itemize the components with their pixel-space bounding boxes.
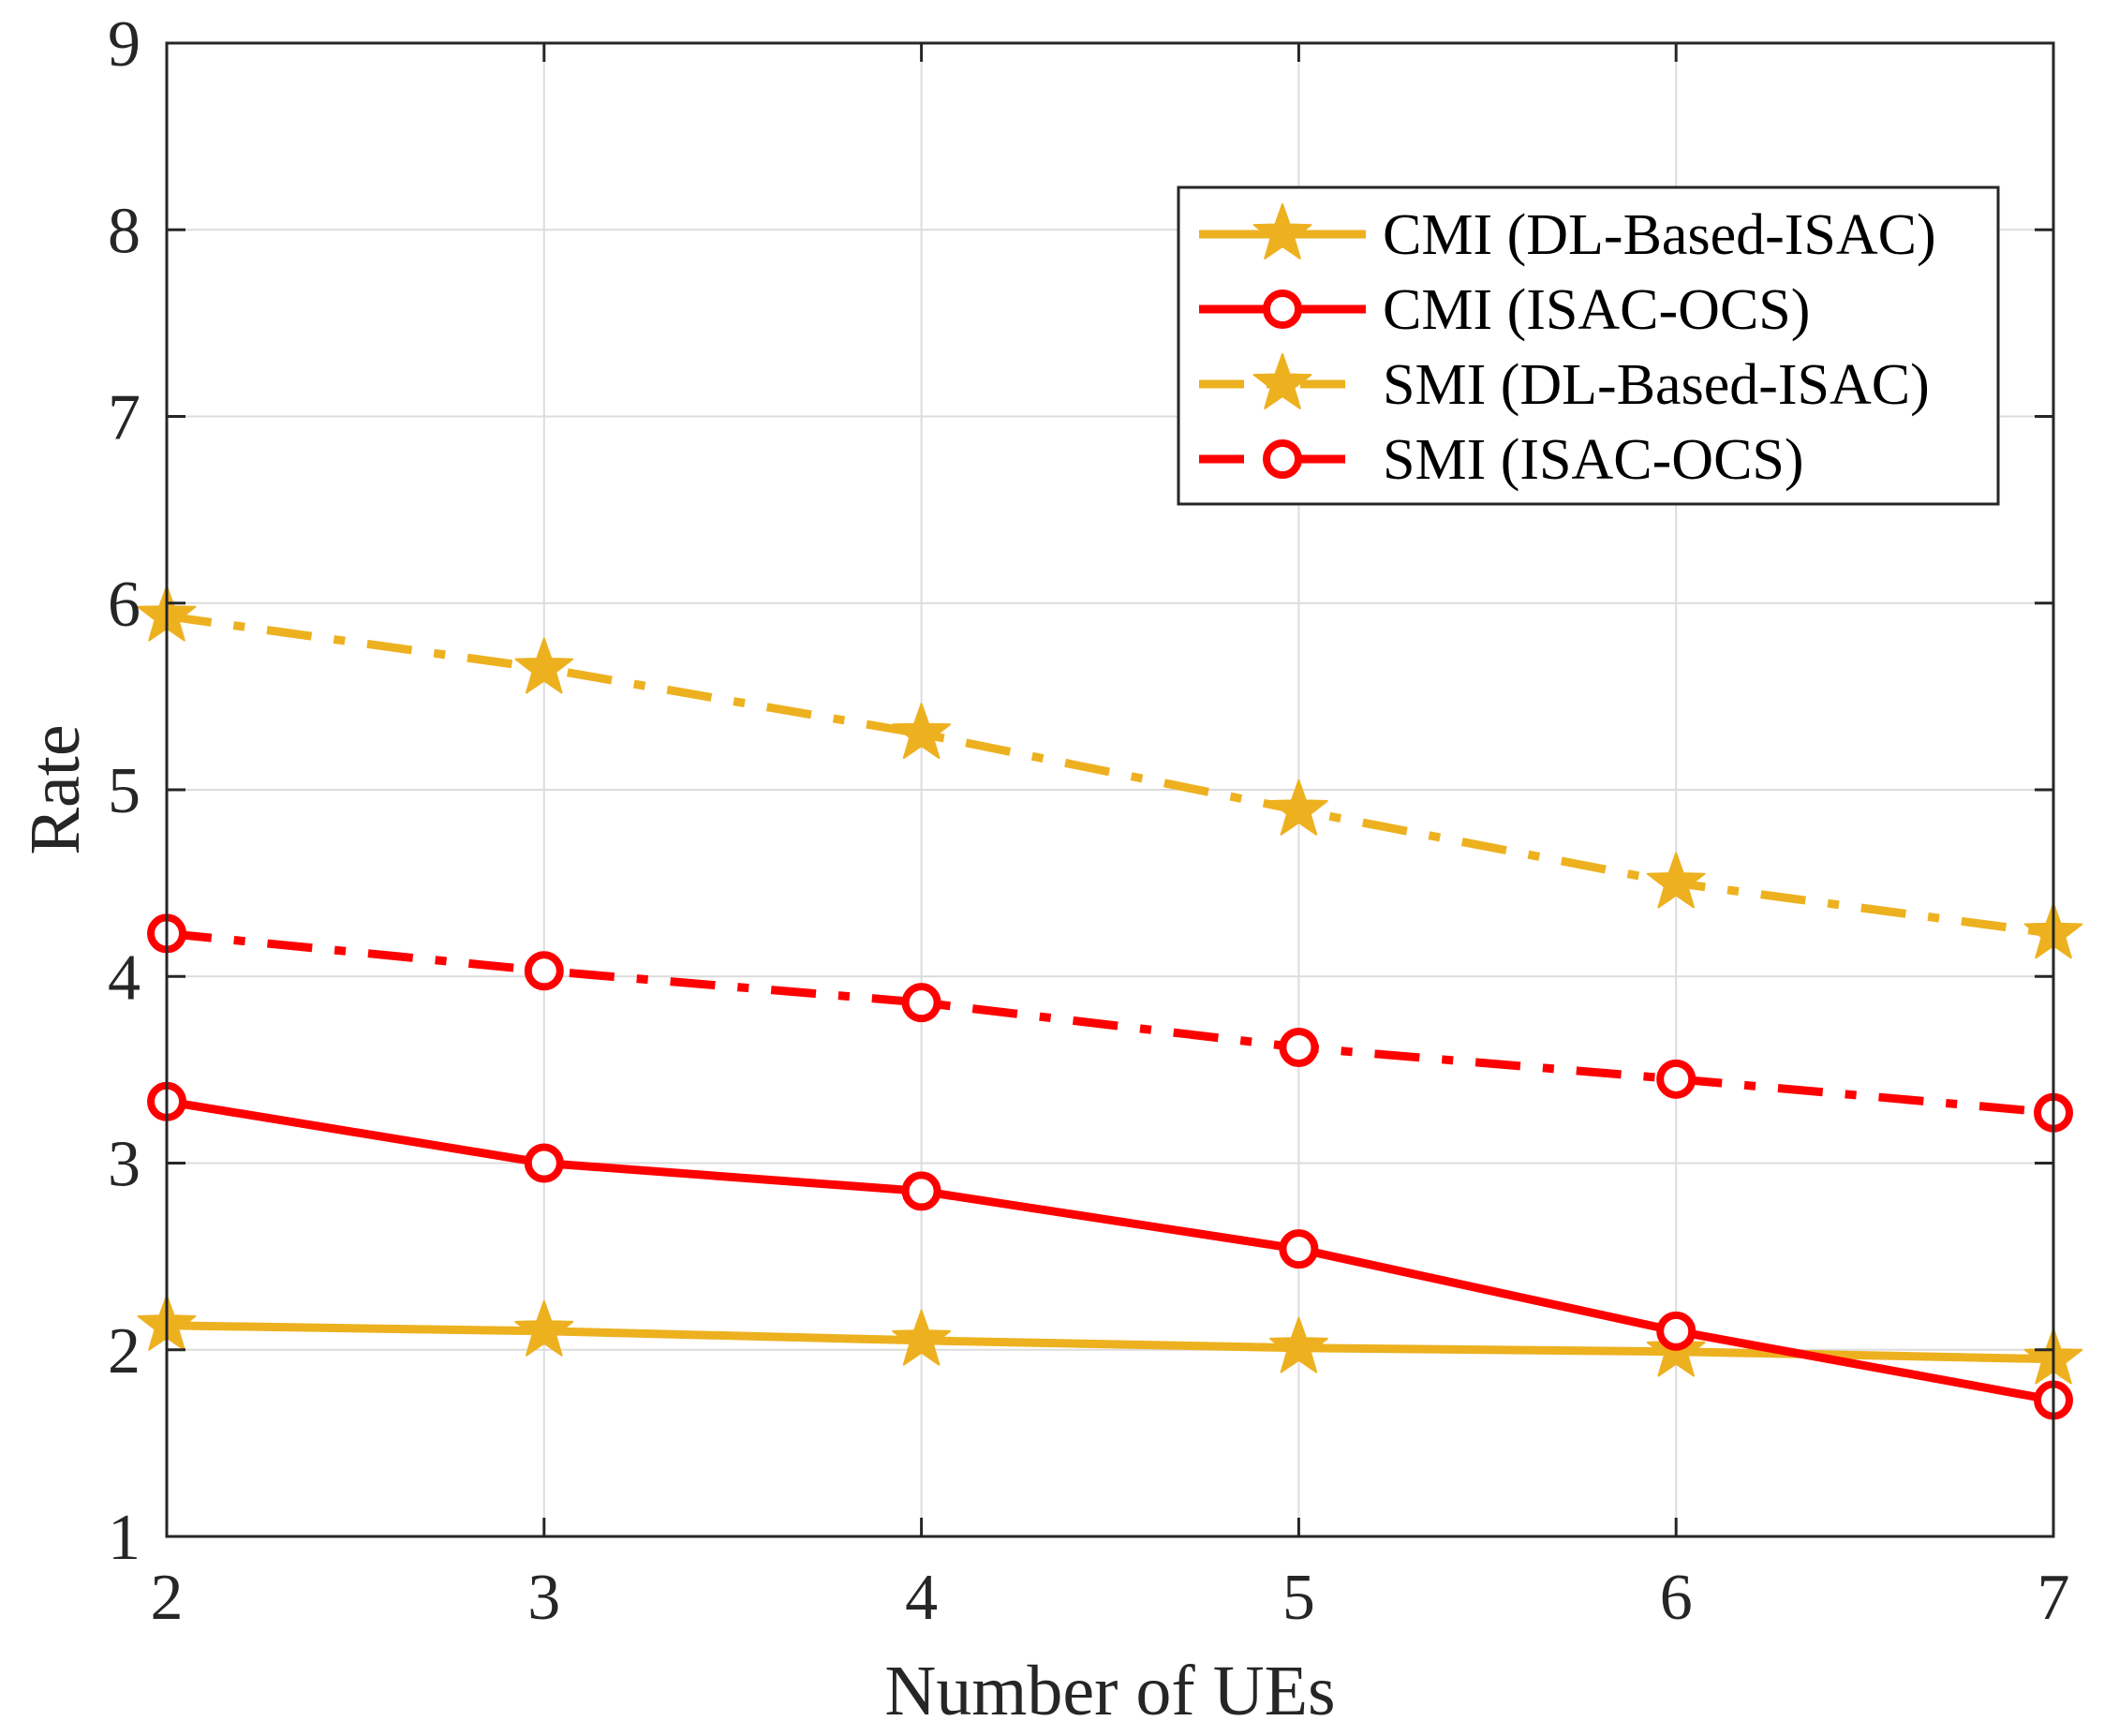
x-tick-label: 6	[1660, 1562, 1693, 1634]
series-line	[166, 1321, 2054, 1364]
data-point	[901, 1171, 941, 1211]
series-line	[166, 928, 2054, 1118]
x-tick-label: 3	[527, 1562, 560, 1634]
series-line	[166, 1097, 2054, 1404]
data-point	[1269, 779, 1328, 836]
x-axis-title: Number of UEs	[884, 1652, 1335, 1730]
data-point	[1656, 1311, 1697, 1351]
data-point	[524, 1143, 564, 1183]
legend-label: CMI (ISAC-OCS)	[1383, 278, 1810, 342]
data-point	[524, 951, 564, 991]
legend-box	[1177, 185, 2000, 506]
y-tick-label: 3	[108, 1129, 141, 1201]
legend-marker	[1263, 439, 1302, 479]
data-point	[1279, 1229, 1319, 1269]
y-tick-label: 7	[108, 382, 141, 454]
data-point	[514, 637, 574, 694]
y-tick-label: 2	[108, 1315, 141, 1387]
y-tick-label: 1	[108, 1502, 141, 1574]
data-point	[1646, 852, 1706, 909]
legend-label: CMI (DL-Based-ISAC)	[1383, 203, 1936, 267]
data-point	[514, 1299, 574, 1357]
legend-marker	[1252, 353, 1312, 409]
data-point	[1656, 1059, 1697, 1099]
data-point	[1279, 1027, 1319, 1067]
legend: CMI (DL-Based-ISAC) CMI (ISAC-OCS) SMI (DL…	[1177, 185, 2000, 506]
y-tick-label: 9	[108, 8, 141, 81]
x-tick-label: 5	[1282, 1562, 1315, 1634]
y-tick-label: 6	[108, 569, 141, 641]
y-tick-label: 4	[108, 942, 141, 1014]
legend-label: SMI (ISAC-OCS)	[1383, 428, 1804, 492]
legend-marker	[1252, 203, 1312, 260]
x-tick-label: 2	[151, 1562, 184, 1634]
y-tick-label: 8	[108, 195, 141, 267]
legend-label: SMI (DL-Based-ISAC)	[1383, 353, 1930, 417]
data-point	[1269, 1316, 1328, 1373]
series-line	[166, 612, 2054, 938]
data-point	[901, 983, 941, 1023]
x-tick-label: 4	[905, 1562, 938, 1634]
y-axis-title: Rate	[16, 724, 95, 854]
series-layer	[137, 585, 2083, 1420]
legend-marker	[1263, 289, 1302, 329]
y-tick-label: 5	[108, 755, 141, 827]
x-tick-label: 7	[2037, 1562, 2070, 1634]
data-point	[892, 1309, 951, 1366]
data-point	[892, 703, 951, 760]
